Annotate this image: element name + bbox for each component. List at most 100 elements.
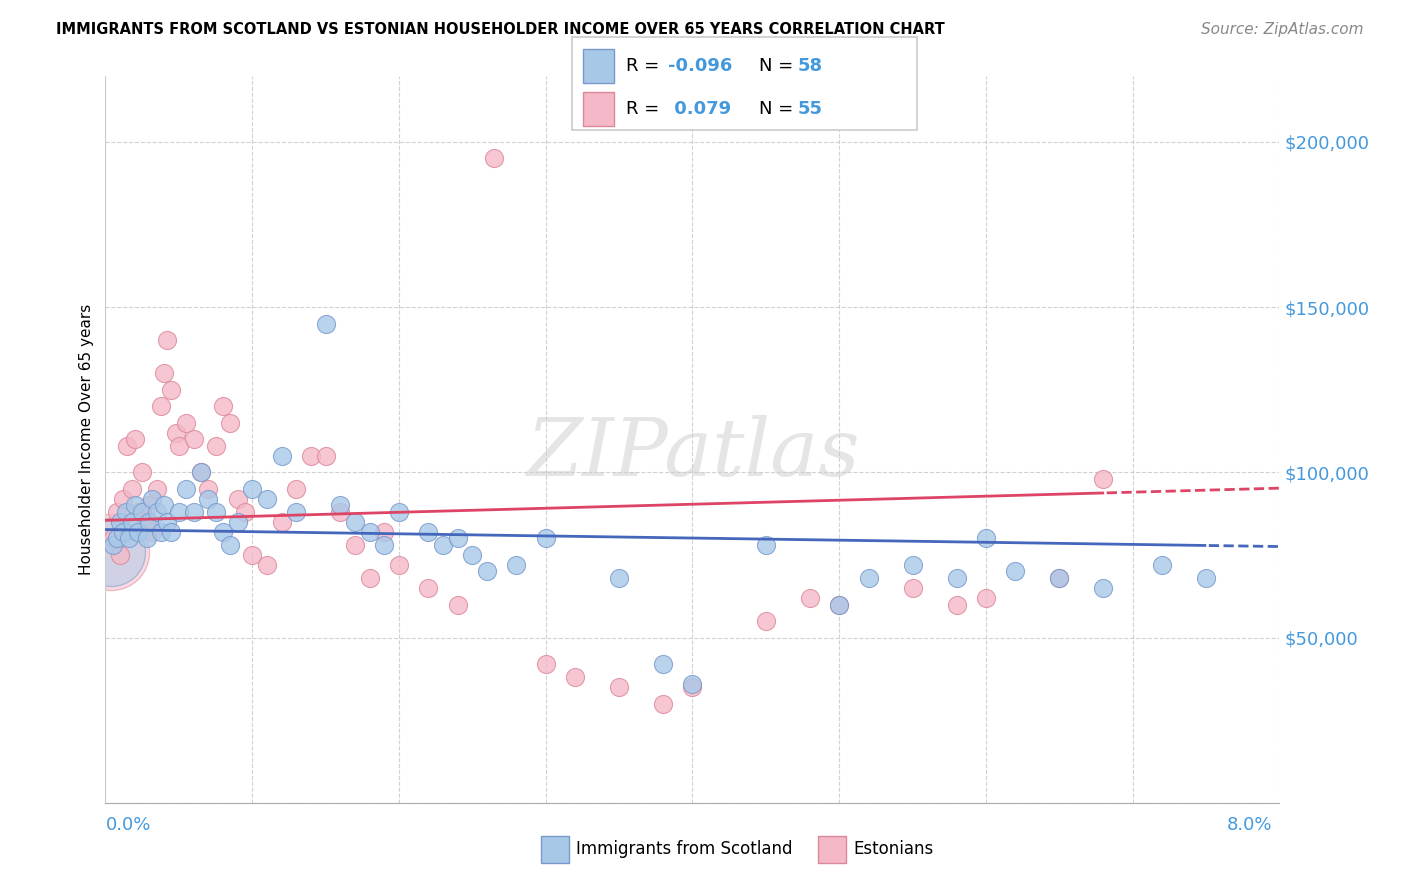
- Point: [270, 515, 292, 529]
- Point: [418, 524, 440, 539]
- Text: Estonians: Estonians: [853, 840, 934, 858]
- Point: [174, 416, 197, 430]
- Text: R =: R =: [626, 100, 665, 118]
- Point: [165, 425, 187, 440]
- Point: [101, 532, 124, 546]
- Point: [156, 333, 179, 347]
- Point: [183, 505, 205, 519]
- Point: [1195, 571, 1218, 585]
- Text: 55: 55: [797, 100, 823, 118]
- Point: [432, 538, 454, 552]
- Point: [652, 657, 675, 671]
- Point: [226, 491, 249, 506]
- Point: [799, 591, 821, 605]
- Point: [974, 532, 997, 546]
- Point: [315, 317, 337, 331]
- Point: [141, 524, 163, 539]
- Point: [373, 538, 395, 552]
- Point: [974, 591, 997, 605]
- Point: [755, 538, 778, 552]
- Text: 0.0%: 0.0%: [105, 816, 150, 834]
- Point: [105, 505, 128, 519]
- Point: [141, 491, 163, 506]
- Point: [204, 439, 226, 453]
- Point: [901, 581, 924, 595]
- Point: [475, 565, 498, 579]
- Point: [1004, 565, 1026, 579]
- Point: [150, 524, 173, 539]
- Point: [505, 558, 527, 572]
- Point: [343, 515, 366, 529]
- Point: [131, 466, 153, 480]
- Point: [117, 439, 139, 453]
- Text: Immigrants from Scotland: Immigrants from Scotland: [576, 840, 793, 858]
- Point: [124, 499, 146, 513]
- Point: [100, 544, 122, 558]
- Point: [190, 466, 212, 480]
- Point: [446, 598, 468, 612]
- Point: [135, 532, 157, 546]
- Point: [233, 505, 256, 519]
- Point: [197, 491, 219, 506]
- Point: [138, 499, 160, 513]
- Point: [160, 524, 183, 539]
- Point: [138, 515, 160, 529]
- Point: [901, 558, 924, 572]
- Point: [359, 571, 381, 585]
- Text: -0.096: -0.096: [668, 57, 733, 75]
- Point: [607, 680, 630, 694]
- Point: [118, 532, 141, 546]
- Point: [534, 532, 557, 546]
- Point: [285, 482, 308, 496]
- Point: [160, 383, 183, 397]
- Point: [131, 505, 153, 519]
- Point: [211, 524, 233, 539]
- Point: [156, 515, 179, 529]
- Point: [105, 532, 128, 546]
- Text: R =: R =: [626, 57, 665, 75]
- Point: [329, 499, 352, 513]
- Point: [1092, 581, 1115, 595]
- Point: [190, 466, 212, 480]
- Point: [112, 491, 135, 506]
- Point: [461, 548, 484, 562]
- Point: [828, 598, 851, 612]
- Point: [204, 505, 226, 519]
- Point: [240, 482, 263, 496]
- Text: IMMIGRANTS FROM SCOTLAND VS ESTONIAN HOUSEHOLDER INCOME OVER 65 YEARS CORRELATIO: IMMIGRANTS FROM SCOTLAND VS ESTONIAN HOU…: [56, 22, 945, 37]
- Point: [858, 571, 880, 585]
- Point: [359, 524, 381, 539]
- Point: [167, 439, 190, 453]
- Y-axis label: Householder Income Over 65 years: Householder Income Over 65 years: [79, 303, 94, 575]
- Point: [115, 505, 138, 519]
- Point: [681, 677, 703, 691]
- Point: [945, 598, 967, 612]
- Point: [127, 524, 149, 539]
- Point: [681, 680, 703, 694]
- Point: [124, 433, 146, 447]
- Point: [150, 399, 173, 413]
- Point: [388, 558, 411, 572]
- Point: [183, 433, 205, 447]
- Point: [256, 491, 278, 506]
- Point: [945, 571, 967, 585]
- Point: [828, 598, 851, 612]
- Text: 58: 58: [797, 57, 823, 75]
- Point: [1092, 472, 1115, 486]
- Text: 0.079: 0.079: [668, 100, 731, 118]
- Point: [121, 515, 143, 529]
- Point: [112, 524, 135, 539]
- Point: [418, 581, 440, 595]
- Point: [153, 499, 176, 513]
- Point: [315, 449, 337, 463]
- Point: [127, 505, 149, 519]
- Point: [343, 538, 366, 552]
- Point: [607, 571, 630, 585]
- Point: [100, 544, 122, 558]
- Point: [108, 548, 131, 562]
- Text: N =: N =: [759, 100, 799, 118]
- Point: [108, 515, 131, 529]
- Point: [135, 515, 157, 529]
- Point: [564, 670, 586, 684]
- Point: [1150, 558, 1173, 572]
